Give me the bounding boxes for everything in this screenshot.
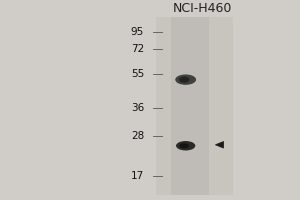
Text: 36: 36 (131, 103, 144, 113)
Text: NCI-H460: NCI-H460 (172, 2, 232, 15)
Bar (171, 17, 209, 195)
Text: 28: 28 (131, 131, 144, 141)
Ellipse shape (179, 143, 189, 148)
Polygon shape (215, 141, 223, 148)
Text: 17: 17 (131, 171, 144, 181)
Bar (156, 17, 233, 195)
Text: 95: 95 (131, 27, 144, 37)
Ellipse shape (175, 74, 196, 85)
Ellipse shape (176, 141, 195, 150)
Text: 72: 72 (131, 44, 144, 54)
Text: 55: 55 (131, 69, 144, 79)
Ellipse shape (179, 77, 189, 83)
